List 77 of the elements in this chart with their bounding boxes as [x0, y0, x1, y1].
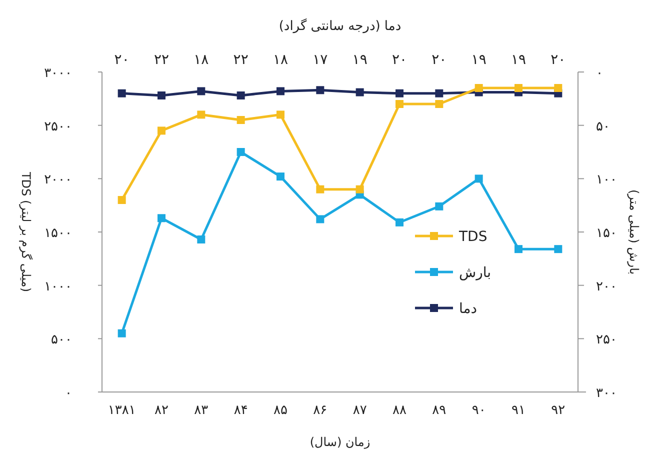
point — [118, 196, 126, 204]
x-tick-label: ۸۹ — [432, 403, 446, 418]
y-tick-label: ۱۵۰۰ — [44, 226, 72, 241]
data-label: ۱۷ — [312, 52, 328, 68]
point — [435, 100, 444, 108]
y2-tick-label: ۱۰۰ — [596, 172, 617, 188]
data-label: ۲۰ — [550, 52, 566, 68]
point — [276, 172, 284, 181]
data-label: ۱۹ — [471, 52, 486, 68]
x-tick-label: ۸۸ — [392, 403, 406, 418]
point — [197, 87, 206, 96]
x-tick-label: ۸۶ — [313, 403, 328, 418]
point — [435, 89, 444, 98]
point — [554, 245, 562, 254]
x-tick-label: ۸۳ — [194, 403, 208, 418]
legend-label: بارش — [459, 265, 492, 281]
point — [197, 235, 206, 244]
y2-tick-label: ۵۰ — [596, 119, 610, 134]
y-tick-label: ۵۰۰ — [51, 332, 72, 348]
y-tick-label: ۰ — [65, 386, 72, 401]
point — [158, 126, 166, 135]
point — [197, 110, 206, 119]
y-axis-title: TDS (میلی گرم بر لیتر) — [19, 170, 33, 292]
data-label: ۲۲ — [233, 52, 248, 68]
point — [514, 84, 522, 92]
x-tick-label: ۸۴ — [234, 403, 248, 418]
point — [316, 86, 324, 94]
point — [396, 89, 404, 98]
data-label: ۲۰ — [114, 52, 130, 68]
point — [316, 185, 324, 194]
point — [435, 202, 444, 210]
data-label: ۲۰ — [392, 52, 408, 68]
point — [236, 91, 245, 100]
point — [396, 100, 404, 108]
x-tick-label: ۹۰ — [472, 403, 486, 418]
point — [396, 218, 404, 226]
y2-axis-title: بارش (میلی متر) — [627, 189, 641, 275]
legend-label: TDS — [458, 229, 488, 245]
point — [158, 214, 166, 222]
point — [514, 245, 522, 254]
point — [356, 185, 364, 194]
point — [118, 329, 126, 338]
data-label: ۱۸ — [194, 52, 210, 68]
y2-tick-label: ۲۵۰ — [596, 332, 617, 348]
point — [474, 84, 483, 92]
data-label: ۲۲ — [154, 52, 170, 68]
y-tick-label: ۱۰۰۰ — [44, 279, 72, 294]
x-tick-label: ۹۱ — [512, 403, 526, 418]
data-label: ۲۰ — [432, 52, 447, 68]
point — [118, 89, 126, 98]
x-tick-label: ۸۷ — [352, 403, 367, 418]
y2-tick-label: ۱۵۰ — [596, 226, 617, 241]
point — [276, 110, 284, 119]
y-tick-label: ۲۵۰۰ — [44, 119, 72, 134]
y-tick-label: ۲۰۰۰ — [44, 172, 72, 188]
point — [158, 91, 166, 100]
point — [356, 88, 364, 96]
legend-label: دما — [459, 301, 477, 317]
point — [474, 174, 483, 183]
chart-title: دما (درجه سانتی گراد) — [278, 18, 402, 34]
point — [316, 215, 324, 224]
x-axis-title: زمان (سال) — [310, 435, 370, 449]
point — [554, 84, 562, 92]
point — [236, 116, 245, 124]
data-label: ۱۸ — [272, 52, 288, 68]
data-label: ۱۹ — [352, 52, 368, 68]
point — [276, 87, 284, 96]
point — [236, 148, 245, 156]
x-tick-label: ۸۲ — [154, 403, 168, 418]
x-tick-label: ۹۲ — [551, 403, 566, 418]
y2-tick-label: ۰ — [596, 66, 603, 81]
y2-tick-label: ۲۰۰ — [596, 279, 617, 294]
y-tick-label: ۳۰۰۰ — [44, 66, 72, 81]
y2-tick-label: ۳۰۰ — [596, 386, 617, 401]
x-tick-label: ۸۵ — [274, 403, 288, 418]
data-label: ۱۹ — [510, 52, 526, 68]
x-tick-label: ۱۳۸۱ — [108, 403, 136, 418]
